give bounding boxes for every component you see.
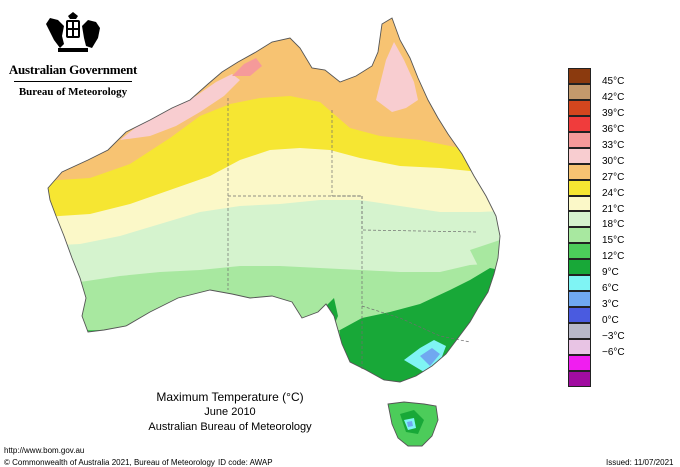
legend-label: 15°C [602, 235, 625, 247]
legend-swatch [568, 227, 591, 244]
legend-swatch [568, 259, 591, 276]
legend-swatch [568, 354, 591, 371]
government-title: Australian Government [8, 62, 138, 77]
legend-label: 6°C [602, 283, 619, 295]
legend-row: 33°C [568, 131, 638, 151]
legend-row: 30°C [568, 147, 638, 167]
legend-row: 18°C [568, 211, 638, 231]
legend-label: −3°C [602, 331, 625, 342]
tasmania [387, 401, 439, 447]
temperature-legend: 45°C 42°C 39°C 36°C 33°C 30°C 27°C 24°C 21°C 18°C… [568, 68, 638, 387]
logo-divider [14, 81, 132, 82]
legend-row: 12°C [568, 243, 638, 263]
government-logo: Australian Government Bureau of Meteorol… [8, 10, 138, 100]
legend-swatch [568, 323, 591, 339]
footer-copyright: © Commonwealth of Australia 2021, Bureau… [4, 458, 215, 467]
legend-label: 9°C [602, 267, 619, 279]
legend-row: 39°C [568, 99, 638, 119]
legend-row: 9°C [568, 259, 638, 279]
map-period: June 2010 [204, 406, 256, 418]
legend-row: 24°C [568, 179, 638, 199]
legend-row: 45°C [568, 68, 638, 87]
band-33-cape [376, 42, 418, 112]
legend-swatch [568, 83, 591, 100]
legend-label: 12°C [602, 251, 625, 263]
legend-label: 42°C [602, 91, 625, 103]
legend-label: 21°C [602, 203, 625, 215]
legend-row: 6°C [568, 275, 638, 295]
legend-swatch [568, 115, 591, 132]
legend-swatch [568, 163, 591, 180]
legend-label: 3°C [602, 299, 619, 311]
legend-row: −6°C [568, 338, 638, 358]
map-title-block: Maximum Temperature (°C) June 2010 Austr… [120, 390, 340, 435]
legend-swatch [568, 370, 591, 387]
legend-row: −3°C [568, 323, 638, 342]
legend-label: 39°C [602, 107, 625, 119]
legend-swatch [568, 147, 591, 164]
legend-swatch [568, 243, 591, 260]
legend-label: 27°C [602, 171, 625, 183]
legend-label: 0°C [602, 315, 619, 327]
legend-row: 0°C [568, 307, 638, 327]
legend-row: 27°C [568, 163, 638, 183]
band-36-top [232, 58, 262, 76]
legend-swatch [568, 307, 591, 323]
legend-label: 45°C [602, 76, 625, 87]
legend-row: 21°C [568, 195, 638, 215]
legend-row: 42°C [568, 83, 638, 103]
legend-label: 24°C [602, 187, 625, 199]
legend-label: 33°C [602, 139, 625, 151]
band-6-alps [420, 348, 440, 366]
legend-row: 3°C [568, 291, 638, 311]
state-borders [227, 98, 479, 370]
legend-row [568, 370, 638, 387]
legend-row: 15°C [568, 227, 638, 247]
map-title: Maximum Temperature (°C) [156, 390, 304, 404]
legend-swatch [568, 99, 591, 116]
legend-row [568, 354, 638, 371]
legend-label: 18°C [602, 219, 625, 231]
coat-of-arms-icon [46, 12, 100, 52]
legend-swatch [568, 179, 591, 196]
legend-swatch [568, 68, 591, 84]
legend-label: 30°C [602, 155, 625, 167]
bureau-title: Bureau of Meteorology [18, 86, 128, 98]
legend-row: 36°C [568, 115, 638, 135]
tasmania-peak-inner [407, 421, 413, 427]
legend-swatch [568, 275, 591, 292]
legend-swatch [568, 291, 591, 308]
legend-swatch [568, 195, 591, 212]
legend-swatch [568, 338, 591, 355]
nsw-vic-border [361, 305, 471, 343]
map-source: Australian Bureau of Meteorology [148, 421, 312, 433]
footer-issued: Issued: 11/07/2021 [606, 458, 674, 467]
legend-swatch [568, 131, 591, 148]
legend-label: −6°C [602, 346, 625, 358]
band-33 [120, 74, 240, 140]
footer-url[interactable]: http://www.bom.gov.au [4, 446, 85, 455]
legend-swatch [568, 211, 591, 228]
legend-label: 36°C [602, 123, 625, 135]
band-18-east [470, 240, 500, 270]
footer-id-code: ID code: AWAP [218, 458, 273, 467]
